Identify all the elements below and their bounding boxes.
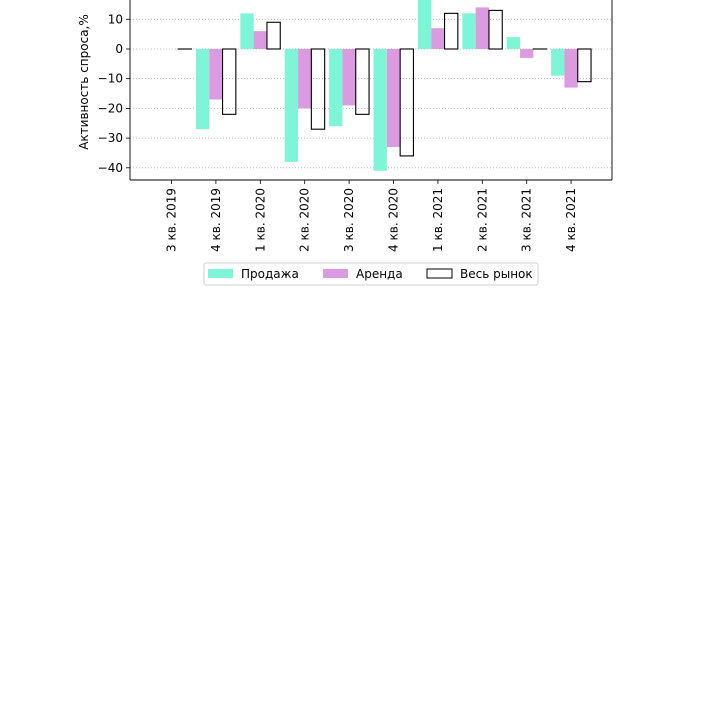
y-tick-label: −10 (98, 72, 123, 86)
legend-swatch (208, 269, 233, 278)
x-axis-ticks: 3 кв. 2019 4 кв. 2019 1 кв. 2020 2 кв. 2020… (165, 180, 578, 252)
legend-swatch (323, 269, 348, 278)
bar-total-market (355, 48, 370, 115)
bar-total-market (577, 48, 592, 83)
bar-sale (462, 13, 476, 49)
x-tick-label: 1 кв. 2020 (253, 188, 267, 252)
bar-total-market (266, 21, 281, 50)
bar-rent (298, 49, 312, 109)
bars (177, 0, 592, 171)
x-tick-label: 1 кв. 2021 (431, 188, 445, 252)
bar-total-market (488, 9, 503, 50)
x-tick-label: 3 кв. 2019 (165, 188, 179, 252)
y-tick-label: −20 (98, 101, 123, 115)
bar-sale (195, 49, 210, 130)
legend-label: Продажа (241, 267, 299, 281)
legend: Продажа Аренда Весь рынок (203, 262, 539, 286)
bar-sale (373, 49, 387, 171)
bar-total-market (399, 48, 414, 157)
legend-swatch (426, 268, 453, 279)
bar-sale (551, 49, 565, 76)
bar-rent (342, 49, 356, 106)
x-tick-label: 3 кв. 2020 (342, 188, 356, 252)
bar-sale (240, 13, 254, 49)
bar-rent (564, 49, 578, 88)
x-tick-label: 4 кв. 2019 (209, 188, 223, 252)
bar-sale (329, 49, 343, 127)
x-tick-label: 3 кв. 2021 (520, 188, 534, 252)
legend-box (203, 262, 539, 286)
y-tick-label: −30 (98, 131, 123, 145)
legend-label: Аренда (356, 267, 403, 281)
bar-rent (386, 49, 401, 148)
bar-rent (431, 28, 445, 49)
x-tick-label: 2 кв. 2021 (475, 188, 489, 252)
legend-label: Весь рынок (460, 267, 533, 281)
bar-rent (209, 49, 223, 100)
bar-sale (284, 49, 299, 162)
gridlines (130, 18, 612, 169)
x-tick-label: 4 кв. 2021 (564, 188, 578, 252)
bar-total-market (443, 12, 459, 50)
bar-rent (520, 49, 534, 58)
x-tick-label: 2 кв. 2020 (298, 188, 312, 252)
y-axis-label: Активность спроса,% (77, 14, 91, 150)
x-tick-label: 4 кв. 2020 (387, 188, 401, 252)
y-axis-ticks: 10 0 −10 −20 −30 −40 (98, 12, 130, 175)
bar-sale (506, 37, 521, 49)
bar-sale (417, 0, 432, 50)
bar-rent (253, 31, 267, 49)
bar-total-market (310, 48, 326, 130)
axes-frame (129, 0, 613, 181)
y-tick-label: −40 (98, 161, 123, 175)
bar-total-market (222, 48, 237, 115)
bar-rent (475, 7, 489, 50)
y-tick-label: 10 (108, 12, 123, 26)
y-tick-label: 0 (115, 42, 123, 56)
